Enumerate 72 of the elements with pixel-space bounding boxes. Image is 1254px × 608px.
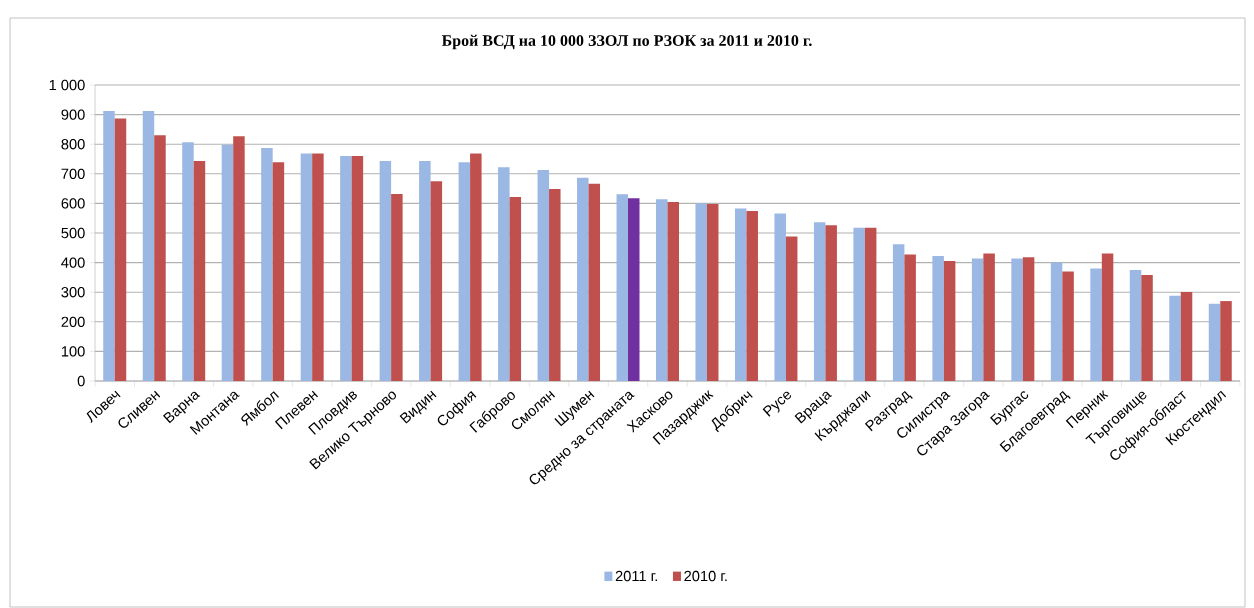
bar <box>734 208 747 381</box>
bar <box>430 181 443 381</box>
bar <box>1208 303 1221 381</box>
y-tick-label: 100 <box>61 346 85 357</box>
bar <box>154 135 166 381</box>
y-tick-label: 900 <box>61 109 85 120</box>
y-tick-label: 700 <box>61 168 85 179</box>
bar <box>182 142 194 381</box>
bar <box>261 148 273 381</box>
bar <box>537 169 550 381</box>
bar <box>1101 253 1114 381</box>
bar <box>1180 291 1193 381</box>
bar <box>509 196 522 381</box>
bar <box>695 203 707 381</box>
bar <box>904 254 916 381</box>
bar <box>351 156 364 381</box>
bar <box>616 194 629 381</box>
bar <box>1169 295 1181 381</box>
bar <box>588 183 601 381</box>
y-tick-label: 200 <box>61 316 85 327</box>
bar <box>233 136 245 381</box>
bar <box>1050 262 1063 381</box>
bar <box>272 162 285 381</box>
bar <box>706 203 719 381</box>
bar <box>498 167 510 381</box>
bar <box>577 177 589 381</box>
y-tick-label: 1 000 <box>49 79 85 91</box>
bar <box>825 225 837 381</box>
bar <box>1220 301 1232 381</box>
y-tick-label: 600 <box>61 198 85 209</box>
bar <box>774 213 786 381</box>
bar <box>114 118 127 381</box>
bar <box>943 261 956 381</box>
bar <box>1022 257 1035 381</box>
bar <box>813 222 826 381</box>
bar <box>312 153 324 381</box>
y-tick-label: 300 <box>61 287 85 298</box>
bar <box>1129 270 1142 381</box>
bar <box>379 161 392 381</box>
y-tick-label: 400 <box>61 257 85 268</box>
bar <box>103 111 115 381</box>
bar <box>1141 275 1153 381</box>
bar <box>458 162 471 381</box>
bar <box>340 156 352 381</box>
bar <box>470 153 482 381</box>
bar <box>864 227 877 381</box>
chart-title: Брой ВСД на 10 000 ЗЗОЛ по РЗОК за 2011 и 2010 г. <box>441 34 812 50</box>
y-tick-label: 500 <box>61 227 85 239</box>
bar <box>656 199 668 381</box>
bar <box>193 161 206 381</box>
bar <box>892 244 905 381</box>
bar <box>391 193 403 381</box>
legend-label: 2011 г. <box>615 570 657 582</box>
bar <box>628 198 640 381</box>
bar <box>142 111 155 381</box>
bar <box>971 258 984 381</box>
bar <box>785 236 798 381</box>
bar <box>1090 268 1102 381</box>
bar <box>853 227 865 381</box>
bar <box>667 201 679 381</box>
bar <box>1062 271 1074 381</box>
bar <box>300 153 313 381</box>
bar <box>419 161 431 381</box>
legend-label: 2010 г. <box>684 570 727 582</box>
bar <box>221 144 234 381</box>
y-tick-label: 800 <box>61 139 85 150</box>
bar <box>983 253 995 381</box>
y-tick-label: 0 <box>77 375 85 387</box>
bar <box>746 211 758 381</box>
bar <box>1011 258 1023 381</box>
bar <box>549 188 561 381</box>
bar <box>932 256 944 381</box>
